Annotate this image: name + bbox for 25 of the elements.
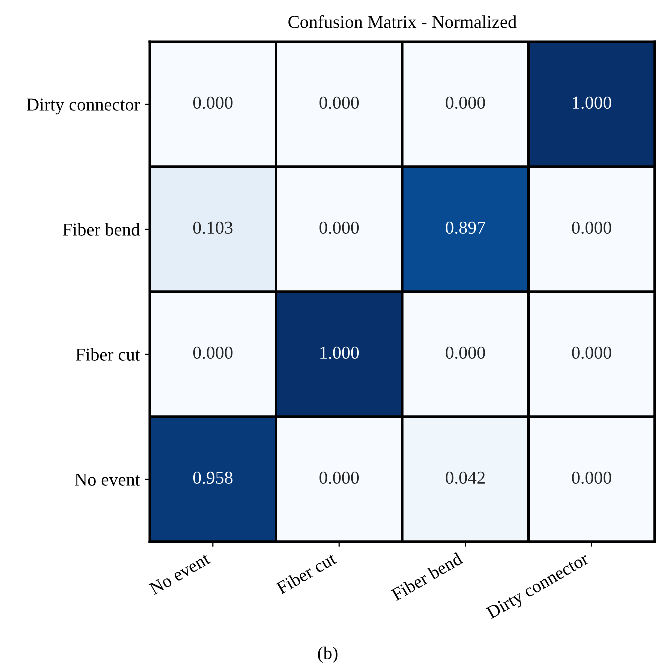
chart-title: Confusion Matrix - Normalized — [288, 15, 517, 28]
data-label: 0.042 — [446, 472, 485, 484]
data-label: 0.000 — [320, 472, 359, 484]
x-tick-label: Fiber cut — [276, 552, 338, 595]
data-label: 0.000 — [572, 222, 612, 234]
data-label: 1.000 — [573, 96, 612, 110]
data-label: 0.000 — [446, 96, 486, 110]
y-tick-label: Dirty connector — [26, 98, 140, 115]
y-tick-label: No event — [75, 474, 140, 486]
y-tick-label: Fiber cut — [76, 348, 140, 361]
data-label: 0.000 — [320, 222, 359, 234]
data-label: 0.000 — [194, 96, 233, 110]
data-label: 0.958 — [194, 472, 233, 484]
data-label: 0.000 — [194, 346, 233, 360]
text: (b) — [318, 646, 338, 664]
data-label: 0.000 — [572, 346, 612, 360]
data-label: 0.000 — [572, 472, 612, 484]
data-label: 0.103 — [194, 222, 233, 234]
data-label: 1.000 — [320, 346, 359, 360]
data-label: 0.000 — [320, 96, 359, 110]
y-tick-label: Fiber bend — [63, 223, 140, 236]
x-tick-label: No event — [148, 552, 212, 596]
data-label: 0.897 — [446, 222, 486, 234]
data-label: 0.000 — [446, 346, 486, 360]
x-tick-label: Fiber bend — [390, 552, 464, 602]
